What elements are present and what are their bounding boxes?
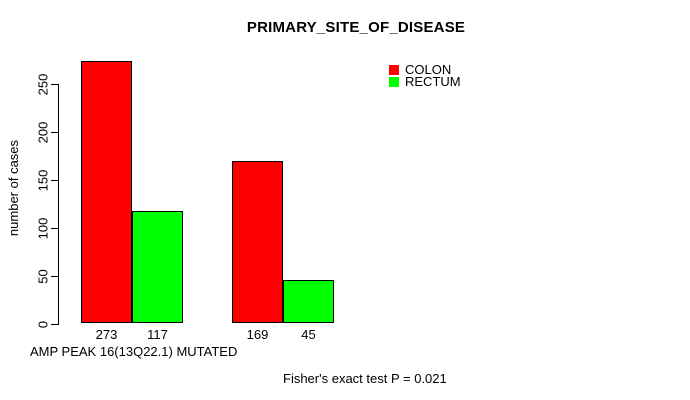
colon-swatch-icon [389,64,399,75]
y-tick-mark [51,324,58,325]
y-axis-line [58,84,59,325]
chart-title: PRIMARY_SITE_OF_DISEASE [246,19,466,36]
y-tick-label: 200 [35,121,51,144]
y-tick-mark [51,276,58,277]
y-tick-label: 0 [35,320,51,329]
y-tick-mark [51,228,58,229]
y-tick-label: 100 [35,217,51,240]
legend-label-rectum: RECTUM [405,74,461,89]
legend-item-colon: COLON [389,62,461,77]
bar-colon-group2 [232,161,283,323]
fisher-test-annotation: Fisher's exact test P = 0.021 [283,371,447,386]
y-tick-label: 250 [35,73,51,96]
bar-value-label: 273 [95,327,118,342]
bar-colon-group1 [81,61,132,323]
bar-rectum-group2 [283,280,334,323]
rectum-swatch-icon [389,76,399,87]
y-tick-mark [51,84,58,85]
bar-value-label: 169 [246,327,269,342]
bar-value-label: 45 [301,327,316,342]
legend-item-rectum: RECTUM [389,74,461,89]
y-tick-label: 150 [35,169,51,192]
bar-rectum-group1 [132,211,183,323]
x-axis-label: AMP PEAK 16(13Q22.1) MUTATED [30,344,238,359]
y-tick-mark [51,132,58,133]
y-axis-label: number of cases [6,139,21,237]
legend: COLON RECTUM [389,62,461,89]
y-tick-label: 50 [35,269,51,284]
bar-value-label: 117 [147,327,168,342]
y-tick-mark [51,180,58,181]
legend-label-colon: COLON [405,62,452,77]
